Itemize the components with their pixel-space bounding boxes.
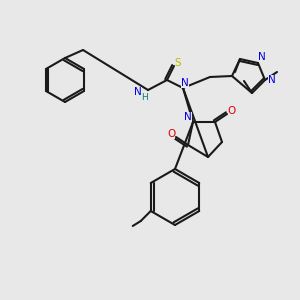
Text: O: O <box>228 106 236 116</box>
Text: S: S <box>175 58 181 68</box>
Text: N: N <box>268 75 276 85</box>
Text: H: H <box>141 92 147 101</box>
Text: N: N <box>134 87 142 97</box>
Text: O: O <box>167 129 175 139</box>
Text: N: N <box>258 52 266 62</box>
Text: N: N <box>184 112 192 122</box>
Text: N: N <box>181 78 189 88</box>
